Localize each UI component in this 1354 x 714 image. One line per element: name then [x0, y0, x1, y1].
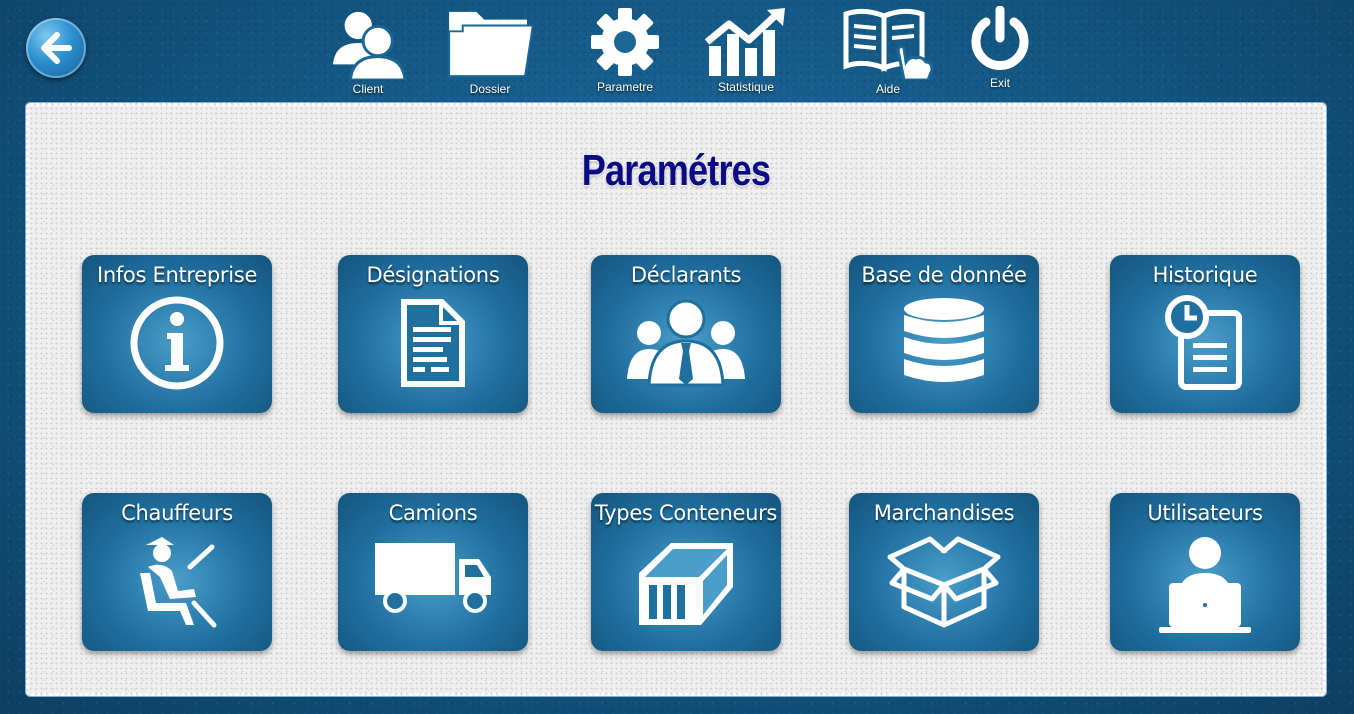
tile-historique[interactable]: Historique: [1110, 255, 1300, 413]
document-icon: [395, 295, 471, 391]
back-button[interactable]: [26, 18, 86, 78]
nav-statistique-label: Statistique: [717, 80, 775, 94]
tile-label: Déclarants: [630, 263, 742, 287]
tile-label: Base de donnée: [861, 263, 1027, 287]
tile-label: Utilisateurs: [1147, 501, 1263, 525]
people-group-icon: [621, 295, 751, 391]
tile-designations[interactable]: Désignations: [338, 255, 528, 413]
nav-aide-label: Aide: [875, 82, 901, 96]
users-icon: [332, 11, 407, 80]
tile-marchandises[interactable]: Marchandises: [849, 493, 1039, 651]
nav-dossier[interactable]: Dossier: [440, 6, 540, 96]
tile-label: Désignations: [366, 263, 500, 287]
info-icon: [129, 295, 225, 391]
user-laptop-icon: [1157, 533, 1253, 639]
truck-icon: [371, 533, 495, 617]
tile-label: Marchandises: [873, 501, 1015, 525]
nav-statistique[interactable]: Statistique: [696, 6, 796, 96]
tile-label: Types Conteneurs: [594, 501, 778, 525]
tile-types-conteneurs[interactable]: Types Conteneurs: [591, 493, 781, 651]
nav-client-label: Client: [352, 82, 384, 96]
nav-aide[interactable]: Aide: [838, 6, 938, 96]
page-title: Paramétres: [581, 146, 771, 195]
arrow-left-icon: [41, 32, 72, 64]
nav-dossier-label: Dossier: [469, 82, 511, 96]
chart-icon: [704, 8, 785, 76]
tile-base-de-donnee[interactable]: Base de donnée: [849, 255, 1039, 413]
tile-declarants[interactable]: Déclarants: [591, 255, 781, 413]
power-icon: [971, 6, 1029, 70]
history-icon: [1163, 295, 1247, 391]
nav-exit-label: Exit: [989, 76, 1010, 90]
tile-camions[interactable]: Camions: [338, 493, 528, 651]
box-icon: [886, 533, 1002, 629]
nav-parametre-label: Parametre: [596, 80, 654, 94]
nav-client[interactable]: Client: [318, 6, 418, 96]
gear-icon: [591, 8, 659, 76]
nav-parametre[interactable]: Parametre: [575, 6, 675, 96]
tile-label: Infos Entreprise: [96, 263, 258, 287]
tile-utilisateurs[interactable]: Utilisateurs: [1110, 493, 1300, 651]
folder-icon: [448, 11, 534, 78]
tile-label: Camions: [388, 501, 478, 525]
container-icon: [631, 533, 741, 633]
tile-infos-entreprise[interactable]: Infos Entreprise: [82, 255, 272, 413]
tile-label: Chauffeurs: [121, 501, 233, 525]
help-book-icon: [843, 8, 934, 80]
nav-exit[interactable]: Exit: [950, 6, 1050, 96]
driver-icon: [132, 533, 222, 629]
main-panel: Paramétres Infos Entreprise Désignations: [25, 102, 1327, 697]
tile-label: Historique: [1152, 263, 1258, 287]
tile-chauffeurs[interactable]: Chauffeurs: [82, 493, 272, 651]
database-icon: [899, 295, 989, 391]
